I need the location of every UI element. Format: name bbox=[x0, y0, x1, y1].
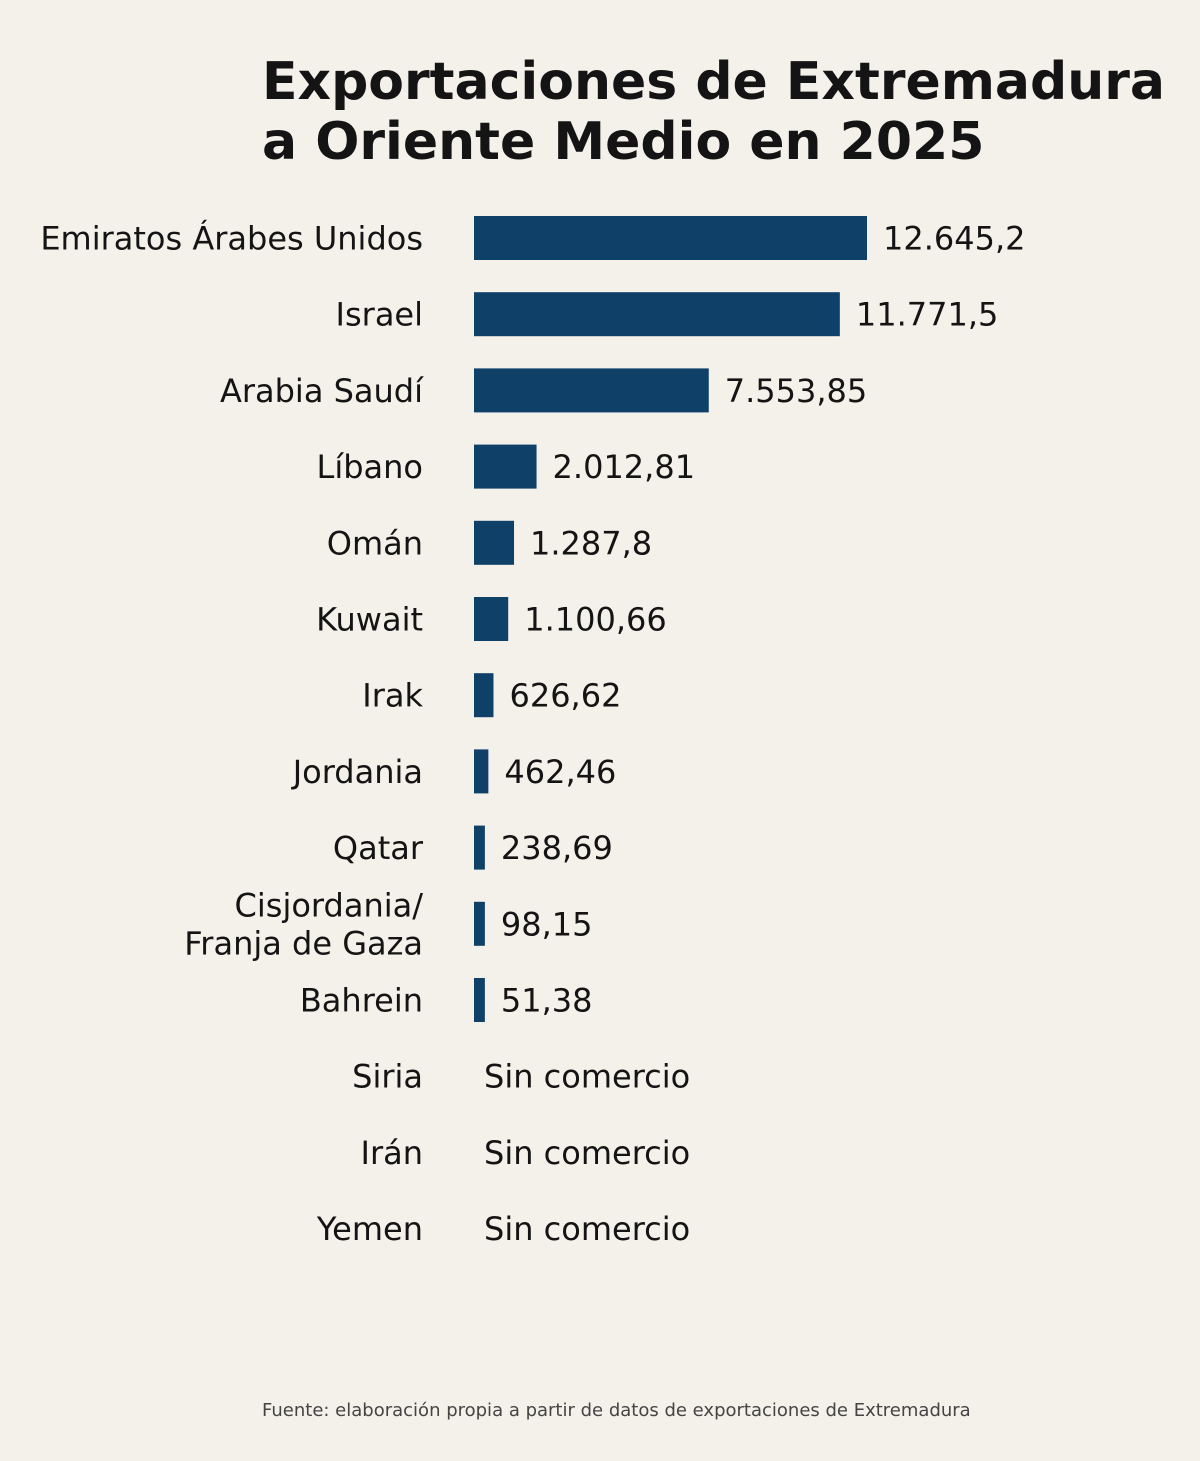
no-trade-label: Sin comercio bbox=[484, 1134, 690, 1172]
bar bbox=[474, 978, 485, 1022]
bar bbox=[474, 673, 494, 718]
category-label: Israel bbox=[336, 296, 423, 334]
value-label: 7.553,85 bbox=[725, 372, 868, 410]
bar bbox=[474, 368, 709, 413]
source-note: Fuente: elaboración propia a partir de d… bbox=[262, 1400, 971, 1421]
bar bbox=[474, 520, 515, 565]
bar bbox=[474, 597, 509, 641]
chart-title: Exportaciones de Extremadura a Oriente M… bbox=[262, 52, 1165, 172]
category-label: Qatar bbox=[333, 829, 424, 867]
value-label: 2.012,81 bbox=[553, 448, 696, 486]
category-label: Yemen bbox=[316, 1210, 423, 1248]
category-label: Omán bbox=[327, 524, 423, 562]
category-label: Irán bbox=[361, 1134, 423, 1172]
category-label: Cisjordania/Franja de Gaza bbox=[184, 886, 423, 962]
chart-title-line-1: Exportaciones de Extremadura bbox=[262, 52, 1165, 112]
value-label: 238,69 bbox=[501, 829, 613, 867]
bar bbox=[474, 825, 485, 870]
bar bbox=[474, 901, 485, 946]
bar bbox=[474, 292, 840, 337]
category-label: Arabia Saudí bbox=[220, 372, 424, 410]
no-trade-label: Sin comercio bbox=[484, 1058, 690, 1096]
category-label: Bahrein bbox=[300, 982, 423, 1020]
value-label: 11.771,5 bbox=[856, 296, 999, 334]
value-label: 1.100,66 bbox=[524, 601, 667, 639]
value-label: 98,15 bbox=[501, 905, 593, 943]
category-label: Kuwait bbox=[316, 601, 423, 639]
category-label: Líbano bbox=[317, 448, 424, 486]
bar bbox=[474, 444, 537, 489]
chart-title-line-2: a Oriente Medio en 2025 bbox=[262, 112, 985, 172]
no-trade-label: Sin comercio bbox=[484, 1210, 690, 1248]
bar bbox=[474, 216, 867, 260]
value-label: 462,46 bbox=[504, 753, 616, 791]
category-label: Jordania bbox=[291, 753, 423, 791]
category-label: Emiratos Árabes Unidos bbox=[40, 220, 423, 258]
value-label: 626,62 bbox=[509, 677, 621, 715]
value-label: 51,38 bbox=[501, 982, 593, 1020]
value-label: 1.287,8 bbox=[530, 524, 652, 562]
value-label: 12.645,2 bbox=[883, 220, 1026, 258]
category-label: Siria bbox=[352, 1058, 423, 1096]
category-label: Irak bbox=[362, 677, 423, 715]
bar bbox=[474, 749, 489, 794]
